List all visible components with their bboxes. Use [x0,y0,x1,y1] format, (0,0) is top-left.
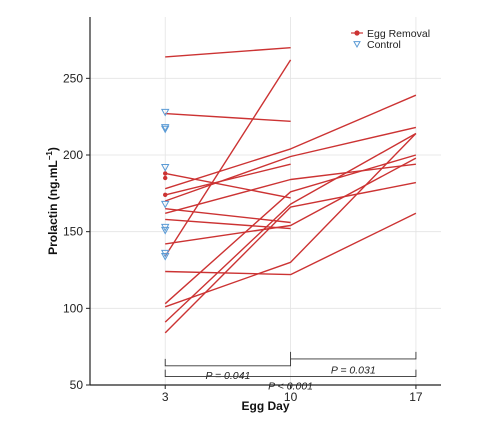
legend-swatch-circle [354,30,360,36]
control-point [160,226,170,235]
egg-removal-line [164,126,417,202]
control-markers [160,108,170,261]
x-tick-label: 17 [409,390,423,404]
egg-removal-point [163,192,168,198]
egg-removal-line [165,163,416,214]
egg-removal-line [165,157,417,245]
p-value-label: P = 0.031 [331,365,376,377]
egg-removal-point [163,171,168,176]
control-point [160,124,170,132]
egg-removal-line [165,163,291,196]
control-point [160,200,170,209]
control-point [160,164,170,172]
egg-removal-line [164,154,417,305]
y-axis-title-sup: −1 [45,151,54,161]
y-tick-label: 150 [63,225,83,239]
egg-removal-line [165,47,291,58]
x-tick-label: 10 [284,390,298,404]
egg-removal-point [163,175,168,181]
egg-removal-line [164,59,292,257]
x-axis-title: Egg Day [241,399,289,413]
egg-removal-line [165,212,417,276]
p-value-bracket [164,358,292,367]
y-tick-label: 100 [63,301,83,315]
legend-label: Control [367,39,401,51]
x-tick-label: 3 [162,390,169,404]
y-axis-title-main: Prolactin (ng.mL [46,160,60,255]
egg-removal-line [164,94,417,190]
p-value-label: P = 0.041 [205,370,250,382]
control-point [160,108,170,117]
y-axis-title-close: ) [46,147,60,151]
series-lines [163,47,417,334]
axes: 50 100 150 200 250 3 10 17 [63,17,441,404]
egg-removal-line [164,133,417,308]
egg-removal-line [165,172,291,199]
y-axis-title: Prolactin (ng.mL−1) [45,147,60,255]
legend-swatch-triangle [353,41,361,49]
control-point [160,125,170,134]
p-value-bracket [290,351,417,360]
y-tick-label: 50 [70,378,84,392]
egg-removal-line [164,132,417,323]
egg-removal-line [165,112,291,122]
y-tick-label: 250 [63,71,83,85]
legend-label: Egg Removal [367,28,430,40]
p-value-bracket [164,369,417,378]
egg-removal-line [164,181,417,334]
egg-removal-line [165,208,291,224]
egg-removal-line [165,218,291,230]
y-tick-label: 200 [63,148,83,162]
control-point [160,252,170,261]
grid [90,17,441,386]
